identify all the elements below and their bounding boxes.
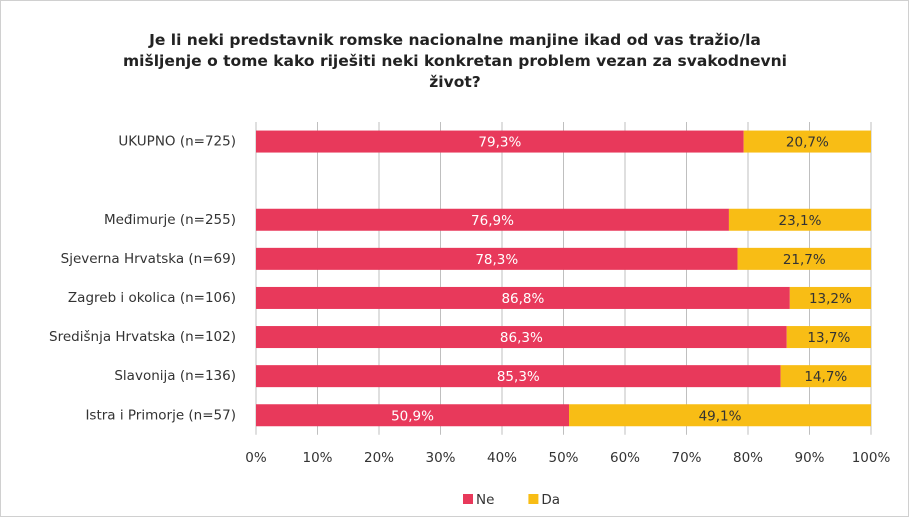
bar-segment (737, 247, 871, 270)
x-tick-label: 10% (302, 450, 332, 466)
data-label: 21,7% (783, 252, 826, 268)
x-tick-label: 40% (487, 450, 517, 466)
y-tick-label: Slavonija (n=136) (114, 368, 236, 384)
x-tick-label: 90% (794, 450, 824, 466)
data-label: 79,3% (478, 135, 521, 151)
bar-segment (256, 130, 744, 153)
data-label: 76,9% (471, 213, 514, 229)
data-label: 50,9% (391, 408, 434, 424)
bar-segment (256, 326, 787, 349)
x-tick-label: 20% (364, 450, 394, 466)
legend-label: Ne (476, 492, 494, 508)
y-tick-label: Istra i Primorje (n=57) (85, 407, 236, 423)
x-tick-label: 60% (610, 450, 640, 466)
data-label: 23,1% (779, 213, 822, 229)
data-label: 13,7% (807, 330, 850, 346)
bar-segment (256, 208, 729, 231)
x-tick-label: 0% (245, 450, 267, 466)
data-label: 13,2% (809, 291, 852, 307)
bar-segment (256, 365, 781, 388)
bar-segment (256, 404, 570, 427)
data-label: 86,3% (500, 330, 543, 346)
y-tick-label: UKUPNO (n=725) (118, 134, 236, 150)
bar-segment (728, 208, 871, 231)
bar-segment (743, 130, 871, 153)
x-tick-label: 80% (733, 450, 763, 466)
data-label: 14,7% (804, 369, 847, 385)
bar-segment (256, 286, 790, 309)
bar-segment (789, 286, 871, 309)
data-label: 20,7% (786, 135, 829, 151)
bar-segment (780, 365, 871, 388)
y-tick-label: Središnja Hrvatska (n=102) (49, 329, 236, 345)
data-label: 49,1% (699, 408, 742, 424)
data-label: 85,3% (497, 369, 540, 385)
x-tick-label: 100% (852, 450, 891, 466)
y-tick-label: Međimurje (n=255) (104, 212, 236, 228)
y-tick-label: Zagreb i okolica (n=106) (68, 290, 236, 306)
x-tick-label: 70% (671, 450, 701, 466)
y-tick-label: Sjeverna Hrvatska (n=69) (61, 251, 236, 267)
data-label: 86,8% (501, 291, 544, 307)
x-tick-label: 50% (548, 450, 578, 466)
bar-segment (569, 404, 871, 427)
chart-title: Je li neki predstavnik romske nacionalne… (123, 31, 787, 91)
x-tick-label: 30% (425, 450, 455, 466)
legend-label: Da (541, 492, 560, 508)
bar-segment (786, 326, 871, 349)
data-label: 78,3% (475, 252, 518, 268)
bar-segment (256, 247, 738, 270)
legend-swatch (528, 494, 539, 504)
legend-swatch (463, 494, 473, 504)
